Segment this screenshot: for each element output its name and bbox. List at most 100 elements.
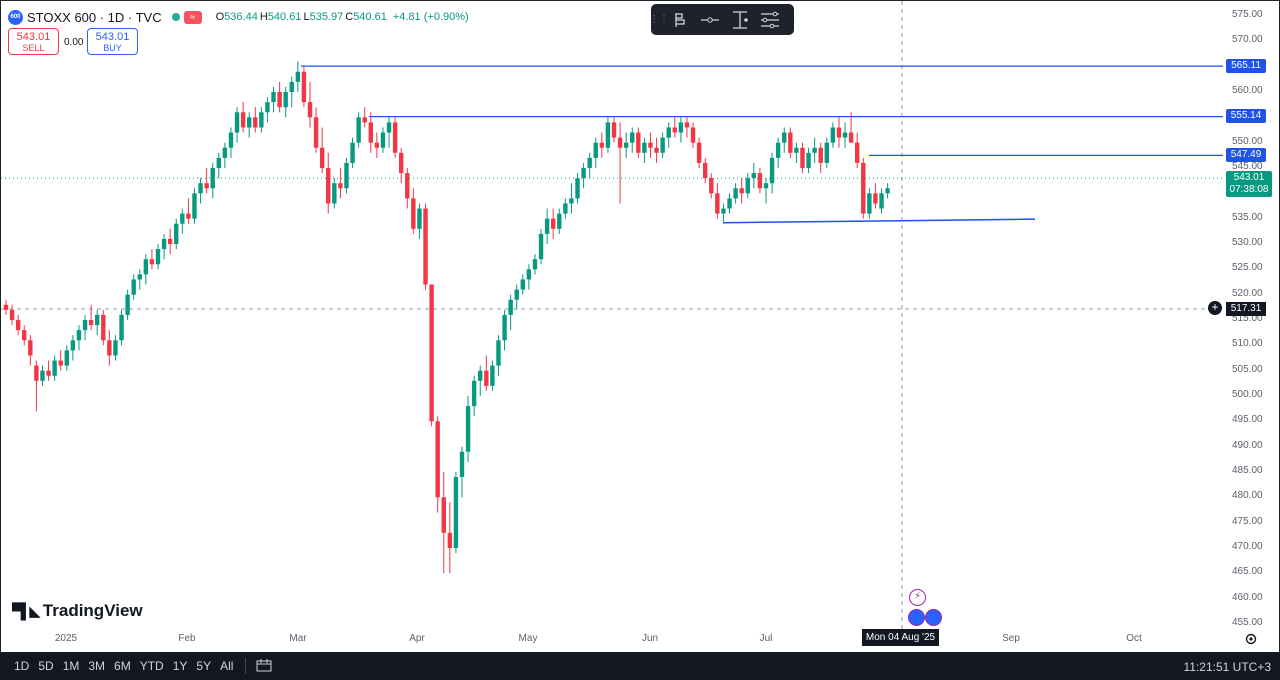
symbol-name[interactable]: STOXX 600 · 1D · TVC: [27, 9, 162, 25]
candle-body: [234, 112, 240, 133]
candle-body: [447, 532, 453, 548]
range-5d-button[interactable]: 5D: [38, 659, 54, 673]
candle-body: [836, 127, 842, 138]
candle-body: [174, 223, 179, 244]
candle-body: [429, 284, 434, 422]
earnings-event-icon[interactable]: [925, 609, 942, 626]
time-tick-label: Oct: [1126, 633, 1142, 644]
range-1m-button[interactable]: 1M: [62, 659, 80, 673]
crosshair-add-button[interactable]: +: [1208, 301, 1222, 315]
candle-body: [471, 380, 477, 407]
candle-body: [830, 127, 836, 143]
price-tick-label: 575.00: [1232, 9, 1263, 20]
price-line-label: 555.14: [1226, 109, 1266, 123]
candle-body: [28, 340, 33, 356]
horizontal-line-icon[interactable]: [695, 7, 725, 33]
bars-pattern-icon[interactable]: [665, 7, 695, 33]
candle-body: [344, 162, 349, 189]
price-chart[interactable]: [1, 1, 1280, 653]
settings-gear-icon[interactable]: [1245, 632, 1257, 645]
time-tick-label: May: [518, 633, 538, 644]
drag-handle-icon[interactable]: ⋮⋮: [649, 14, 669, 25]
candle-body: [763, 183, 769, 189]
price-tick-label: 500.00: [1232, 389, 1263, 400]
candle-body: [301, 71, 307, 103]
sell-button[interactable]: 543.01 SELL: [8, 28, 59, 55]
candle-body: [502, 314, 507, 341]
price-tick-label: 490.00: [1232, 439, 1263, 451]
candle-body: [879, 193, 884, 209]
candle-body: [751, 173, 757, 179]
candle-body: [526, 269, 532, 280]
candle-body: [58, 360, 63, 366]
candle-body: [143, 259, 149, 275]
candle-body: [180, 213, 185, 224]
candle-body: [788, 132, 793, 153]
candle-body: [192, 193, 197, 219]
time-tick-label: Sep: [1002, 633, 1020, 644]
ohlc-close: C540.61: [345, 11, 387, 23]
range-5y-button[interactable]: 5Y: [196, 659, 212, 673]
candle-body: [161, 238, 167, 250]
candle-body: [459, 451, 465, 478]
candle-body: [861, 162, 866, 214]
candle-body: [107, 340, 112, 356]
candle-body: [198, 183, 203, 194]
buy-button[interactable]: 543.01 BUY: [87, 28, 138, 55]
settings-lines-icon[interactable]: [755, 7, 785, 33]
tradingview-logo[interactable]: ▀▌◣ TradingView: [12, 601, 143, 621]
candle-body: [52, 360, 57, 376]
time-tick-label: Jun: [641, 633, 659, 644]
candle-body: [593, 142, 598, 158]
candle-body: [745, 178, 750, 194]
price-line-label: 547.49: [1226, 148, 1266, 162]
candle-body: [514, 289, 519, 300]
candle-body: [800, 147, 805, 168]
lightning-event-icon[interactable]: ⚡: [909, 589, 926, 606]
candle-body: [648, 142, 653, 148]
price-tick-label: 455.00: [1232, 617, 1263, 628]
date-range-icon[interactable]: [256, 658, 272, 675]
candle-body: [496, 340, 501, 366]
range-ytd-button[interactable]: YTD: [139, 659, 164, 673]
range-1y-button[interactable]: 1Y: [172, 659, 188, 673]
candle-body: [617, 137, 623, 148]
clock-timezone[interactable]: 11:21:51 UTC+3: [1183, 660, 1272, 674]
candle-body: [240, 112, 246, 128]
candle-body: [64, 350, 69, 366]
price-range-icon[interactable]: [725, 7, 755, 33]
range-6m-button[interactable]: 6M: [114, 659, 131, 673]
candle-body: [222, 147, 228, 158]
candle-body: [769, 157, 775, 184]
symbol-logo-icon: 600: [8, 9, 23, 25]
price-tick-label: 525.00: [1232, 262, 1263, 274]
earnings-event-icon[interactable]: [908, 609, 925, 626]
data-badge-icon[interactable]: ≈: [183, 10, 202, 24]
range-3m-button[interactable]: 3M: [88, 659, 106, 673]
candle-body: [15, 320, 21, 331]
candle-body: [848, 132, 854, 143]
time-tick-label: Mar: [289, 633, 307, 644]
candle-body: [484, 370, 489, 386]
price-tick-label: 495.00: [1232, 414, 1263, 426]
drawing-toolbar[interactable]: ⋮⋮: [649, 4, 794, 35]
countdown-timer: 07:38:08: [1229, 184, 1269, 195]
price-tick-label: 510.00: [1232, 338, 1263, 350]
candle-body: [611, 122, 617, 138]
bottom-toolbar: 1D 5D 1M 3M 6M YTD 1Y 5Y All 11:21:51 UT…: [0, 652, 1280, 680]
range-1d-button[interactable]: 1D: [14, 659, 30, 673]
range-all-button[interactable]: All: [220, 659, 234, 673]
candle-body: [873, 193, 878, 204]
candle-body: [271, 92, 276, 103]
crosshair-price-label: 517.31: [1226, 302, 1266, 316]
tradingview-logo-icon: ▀▌◣: [12, 603, 41, 620]
chart-area[interactable]: [0, 0, 1280, 652]
candle-body: [544, 218, 550, 234]
candle-body: [435, 421, 440, 498]
candle-body: [125, 294, 130, 315]
candle-body: [569, 198, 574, 204]
sell-label: SELL: [22, 43, 45, 53]
candle-body: [216, 157, 221, 168]
candle-body: [95, 314, 100, 326]
candle-body: [204, 183, 209, 189]
